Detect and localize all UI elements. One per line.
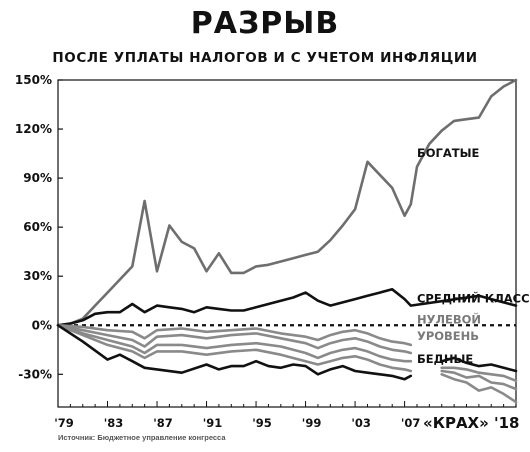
series-line [56,323,413,381]
series-labels: БОГАТЫЕ СРЕДНИЙ КЛАСС НУЛЕВОЙ УРОВЕНЬ БЕДНЫЕ [417,146,530,366]
y-tick-label: 60% [23,220,52,234]
x-tick-label: '03 [351,416,371,430]
x-tick-label: '95 [252,416,272,430]
x-tick-label: '83 [104,416,124,430]
series-line [56,78,518,327]
y-axis: 150% 120% 90% 60% 30% 0% -30% [15,73,63,381]
plot-frame [57,79,517,408]
series-line [56,323,413,373]
y-tick-label: -30% [18,367,52,381]
x-tick-label: '07 [401,416,421,430]
series-line [440,366,518,383]
y-tick-label: 120% [15,122,52,136]
y-tick-label: 0% [32,318,52,332]
x-tick-label: '99 [302,416,322,430]
series-line [440,356,518,373]
series-line [56,323,413,347]
series-label: НУЛЕВОЙ [417,312,481,327]
series-label: УРОВЕНЬ [417,329,479,343]
x-tick-label: '87 [153,416,173,430]
series-layer [56,78,518,404]
chart-source: Источник: Бюджетное управление конгресса [58,433,226,442]
series-line [440,372,518,404]
y-tick-label: 150% [15,73,52,87]
chart-subtitle: ПОСЛЕ УПЛАТЫ НАЛОГОВ И С УЧЕТОМ ИНФЛЯЦИИ [52,50,478,66]
x-axis: '79 '83 '87 '91 '95 '99 '03 '07 [54,401,517,430]
plot-border [57,79,517,408]
y-tick-label: 30% [23,269,52,283]
series-line [440,369,518,391]
series-line [56,287,518,327]
series-line [56,323,413,363]
series-label: БЕДНЫЕ [417,352,473,366]
x-tick-label: '79 [54,416,74,430]
series-label: СРЕДНИЙ КЛАСС [417,290,530,305]
chart-title: РАЗРЫВ [190,6,340,41]
series-label: БОГАТЫЕ [417,146,480,160]
chart-credit: «КРАХ» '18 [423,414,520,432]
y-tick-label: 90% [23,171,52,185]
x-tick-label: '91 [203,416,223,430]
series-line [56,323,413,355]
